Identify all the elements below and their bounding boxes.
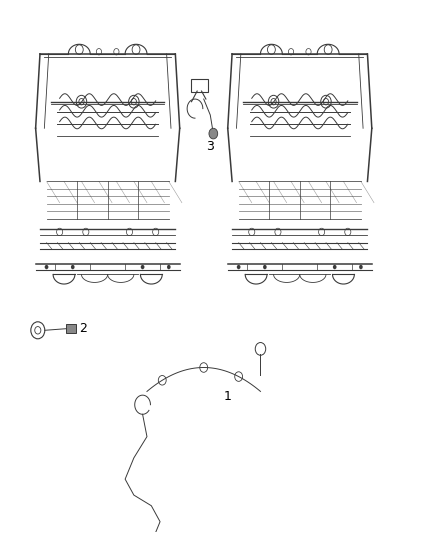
Circle shape (71, 265, 74, 269)
Circle shape (345, 228, 351, 236)
Text: 2: 2 (79, 322, 87, 335)
Circle shape (249, 228, 255, 236)
Circle shape (129, 95, 139, 108)
Circle shape (268, 95, 279, 108)
Circle shape (57, 228, 63, 236)
Circle shape (152, 228, 159, 236)
Circle shape (321, 95, 331, 108)
Circle shape (359, 265, 363, 269)
Circle shape (76, 95, 87, 108)
Circle shape (235, 372, 243, 381)
FancyBboxPatch shape (66, 325, 76, 334)
Circle shape (167, 265, 170, 269)
Circle shape (83, 228, 89, 236)
Circle shape (237, 265, 240, 269)
Circle shape (141, 265, 145, 269)
Circle shape (275, 228, 281, 236)
Circle shape (200, 363, 208, 372)
Circle shape (318, 228, 325, 236)
Circle shape (158, 375, 166, 385)
Circle shape (333, 265, 336, 269)
Text: 3: 3 (206, 140, 214, 154)
Circle shape (209, 128, 218, 139)
Text: 1: 1 (224, 390, 232, 403)
Circle shape (127, 228, 133, 236)
FancyBboxPatch shape (191, 79, 208, 92)
Circle shape (263, 265, 267, 269)
Circle shape (45, 265, 48, 269)
